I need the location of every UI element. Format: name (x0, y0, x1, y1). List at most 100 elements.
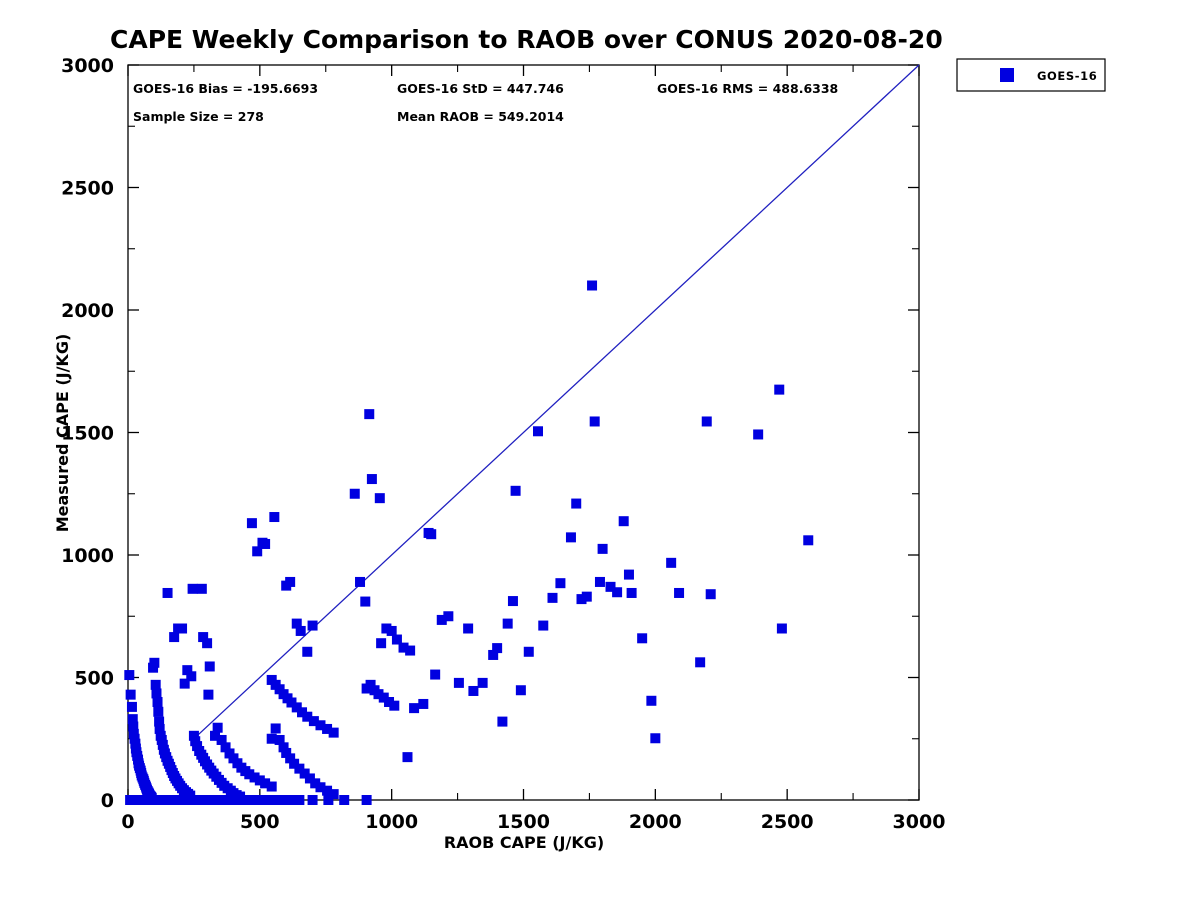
data-point (803, 535, 814, 546)
data-point (270, 795, 281, 805)
one-to-one-reference-line (197, 64, 920, 736)
legend[interactable]: GOES-16 (956, 58, 1106, 92)
data-point (463, 623, 474, 634)
data-point (776, 623, 787, 634)
data-point (507, 596, 518, 607)
data-point (594, 576, 605, 587)
data-point (177, 623, 188, 634)
data-point (705, 589, 716, 600)
data-point (195, 795, 206, 805)
x-axis-title: RAOB CAPE (J/KG) (444, 833, 604, 852)
annotation-rms: GOES-16 RMS = 488.6338 (657, 81, 838, 96)
data-point (774, 384, 785, 395)
data-point (402, 752, 413, 763)
data-point (223, 795, 234, 805)
data-point (349, 488, 360, 499)
data-point (151, 688, 162, 699)
y-tick-label: 2000 (61, 300, 114, 322)
data-point (152, 697, 163, 707)
data-point (315, 782, 326, 793)
data-point (182, 665, 193, 676)
data-point (270, 723, 281, 734)
y-tick-label: 500 (74, 668, 114, 690)
data-point (295, 625, 306, 636)
data-point (302, 711, 313, 722)
legend-box (956, 58, 1106, 92)
data-point (203, 689, 214, 700)
data-point (208, 795, 219, 805)
data-point (384, 697, 395, 707)
data-point (294, 795, 305, 805)
data-point (249, 772, 260, 783)
data-point (364, 409, 375, 420)
data-point (443, 611, 454, 622)
data-point (286, 795, 297, 805)
data-point (547, 592, 558, 603)
data-point (650, 733, 661, 744)
data-point (701, 416, 712, 427)
data-point (202, 795, 213, 805)
y-tick-label: 2500 (61, 178, 114, 200)
data-point (278, 742, 289, 753)
data-point (285, 753, 296, 764)
data-point (299, 768, 310, 779)
data-point (323, 795, 334, 805)
data-point (179, 678, 190, 689)
data-point (666, 557, 677, 568)
data-point (361, 795, 372, 805)
annotation-sample-size: Sample Size = 278 (133, 109, 264, 124)
data-point (153, 706, 164, 717)
data-point (576, 594, 587, 605)
data-point (328, 789, 339, 800)
data-point (254, 795, 265, 805)
data-point (339, 795, 350, 805)
data-point (204, 661, 215, 672)
data-point (695, 657, 706, 668)
data-point (565, 532, 576, 543)
data-point (581, 591, 592, 602)
y-tick-label: 3000 (61, 55, 114, 77)
data-point (674, 587, 685, 598)
data-point (426, 529, 437, 540)
data-point (612, 587, 623, 598)
data-point (492, 643, 503, 654)
data-point (307, 795, 318, 805)
annotation-std: GOES-16 StD = 447.746 (397, 81, 564, 96)
data-point (623, 569, 634, 580)
data-point (502, 618, 513, 629)
data-point (150, 679, 161, 690)
data-point (618, 516, 629, 527)
data-points-goes16 (124, 280, 814, 805)
data-point (360, 596, 371, 607)
data-point (210, 730, 221, 741)
data-point (315, 720, 326, 731)
data-point (533, 426, 544, 437)
data-point (373, 689, 384, 700)
data-point (308, 716, 319, 727)
data-point (294, 763, 305, 774)
x-tick-label: 500 (240, 811, 280, 833)
data-point (266, 733, 277, 744)
data-point (405, 645, 416, 656)
chart-title: CAPE Weekly Comparison to RAOB over CONU… (110, 25, 943, 54)
x-tick-label: 1000 (365, 811, 418, 833)
data-point (322, 785, 333, 796)
data-point (538, 620, 549, 631)
data-point (252, 546, 263, 557)
data-point (605, 581, 616, 592)
data-point (453, 677, 464, 688)
data-point (187, 583, 198, 594)
data-point (266, 781, 277, 792)
data-point (127, 714, 138, 725)
data-point (409, 703, 420, 714)
data-point (126, 701, 137, 712)
data-point (468, 685, 479, 696)
data-point (515, 685, 526, 696)
data-point (597, 543, 608, 554)
data-point (389, 700, 400, 711)
plot-frame (127, 64, 920, 801)
data-point (274, 734, 285, 745)
legend-label-goes16: GOES-16 (1037, 69, 1097, 83)
data-point (430, 669, 441, 680)
